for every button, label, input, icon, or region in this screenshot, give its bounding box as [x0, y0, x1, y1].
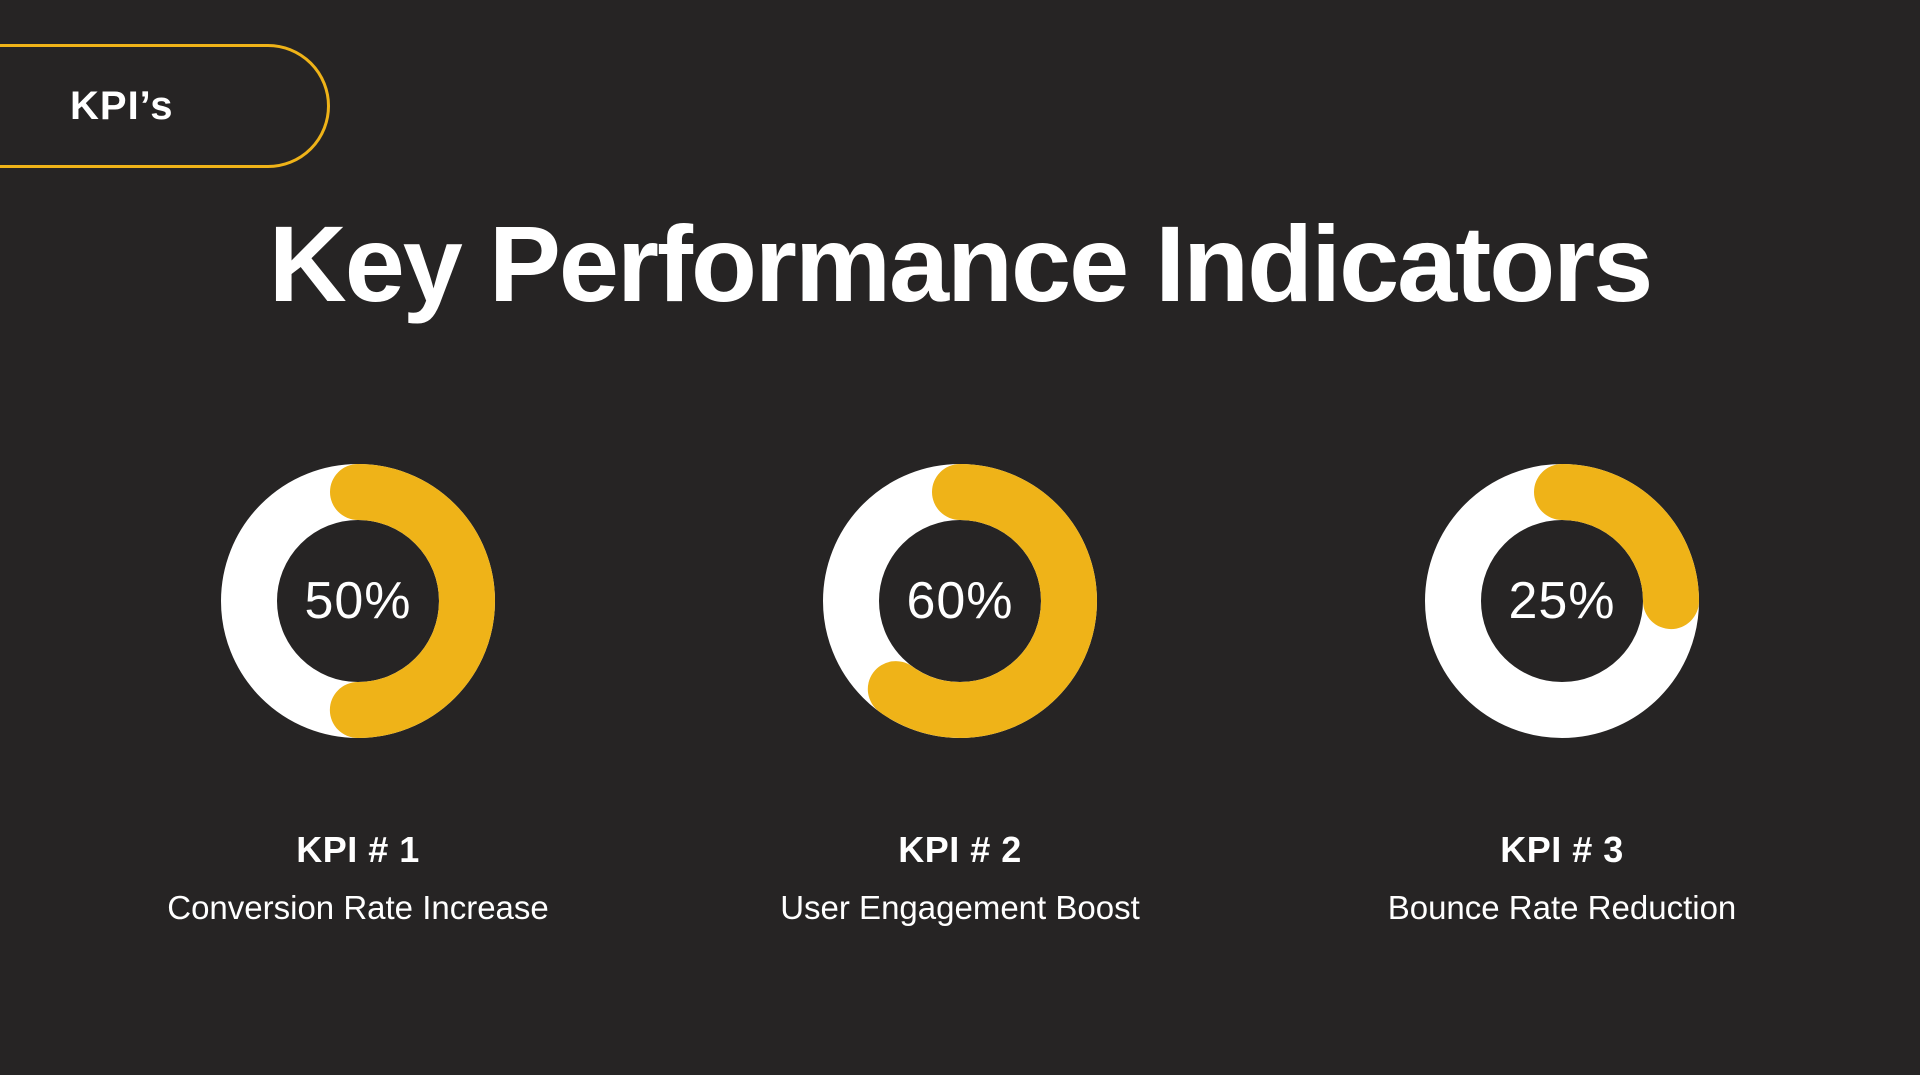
kpi-description: Conversion Rate Increase: [167, 889, 549, 926]
donut-chart-2: 60%: [820, 461, 1100, 741]
donut-percent-value: 60%: [906, 572, 1014, 630]
kpi-number-label: KPI # 1: [296, 829, 420, 870]
kpi-number-label: KPI # 2: [898, 829, 1022, 870]
kpi-description: User Engagement Boost: [780, 889, 1140, 926]
donut-percent-value: 25%: [1508, 572, 1616, 630]
kpi-row: 50% KPI # 1 Conversion Rate Increase 60%…: [0, 461, 1920, 927]
kpi-column-2: 60% KPI # 2 User Engagement Boost: [740, 461, 1180, 927]
kpi-column-3: 25% KPI # 3 Bounce Rate Reduction: [1342, 461, 1782, 927]
kpis-badge-label: KPI’s: [70, 83, 174, 128]
kpi-number-label: KPI # 3: [1500, 829, 1624, 870]
donut-svg-2: [823, 464, 1097, 738]
donut-chart-3: 25%: [1422, 461, 1702, 741]
donut-progress-arc: [221, 464, 495, 738]
donut-svg-3: [1425, 464, 1699, 738]
kpi-description: Bounce Rate Reduction: [1387, 889, 1737, 926]
slide-title: Key Performance Indicators: [268, 203, 1654, 324]
donut-progress-arc: [1425, 464, 1699, 738]
donut-svg-1: [221, 464, 495, 738]
donut-chart-1: 50%: [218, 461, 498, 741]
donut-percent-value: 50%: [304, 572, 412, 630]
donut-progress-arc: [823, 464, 1097, 738]
kpi-column-1: 50% KPI # 1 Conversion Rate Increase: [138, 461, 578, 927]
kpis-badge: KPI’s: [0, 44, 330, 168]
